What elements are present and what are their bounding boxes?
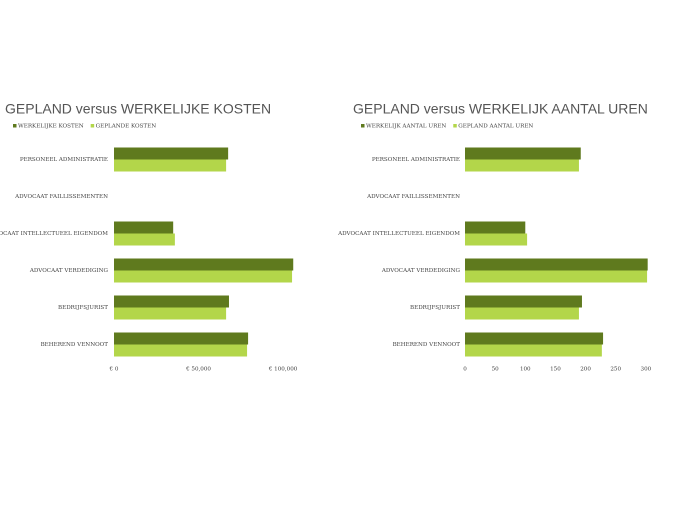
category-label: ADVOCAAT VERDEDIGING — [381, 268, 461, 274]
legend-swatch — [361, 124, 365, 128]
x-tick-label: 300 — [641, 367, 652, 373]
bar — [465, 332, 604, 345]
category-label: BEDRIJFSJURIST — [58, 305, 108, 311]
bar — [465, 147, 581, 160]
chart-title: GEPLAND versus WERKELIJK AANTAL UREN — [353, 101, 648, 117]
legend-label: WERKELIJKE KOSTEN — [18, 124, 84, 130]
category-label: PERSONEEL ADMINISTRATIE — [20, 157, 108, 163]
x-tick-label: 100 — [520, 367, 531, 373]
bar — [114, 159, 227, 172]
legend-swatch — [13, 124, 17, 128]
category-label: BEHEREND VENNOOT — [41, 342, 109, 348]
x-tick-label: 150 — [550, 367, 561, 373]
legend-swatch — [90, 124, 95, 128]
bar — [465, 295, 582, 308]
bar — [114, 258, 294, 271]
bar — [114, 295, 229, 308]
legend-swatch — [453, 124, 457, 128]
bar — [114, 344, 248, 357]
bar — [114, 307, 227, 320]
x-tick-label: 50 — [492, 367, 500, 373]
bar — [114, 233, 175, 246]
category-label: BEDRIJFSJURIST — [410, 305, 460, 311]
bar — [465, 233, 528, 246]
bar — [465, 344, 602, 357]
bar — [114, 270, 293, 283]
x-tick-label: 200 — [580, 367, 591, 373]
category-label: ADVOCAAT FAILLISSEMENTEN — [366, 194, 460, 200]
legend-label: WERKELIJK AANTAL UREN — [366, 124, 446, 130]
bar — [465, 307, 579, 320]
category-label: ADVOCAAT INTELLECTUEEL EIGENDOM — [337, 231, 460, 237]
x-tick-label: 250 — [610, 367, 621, 373]
x-tick-label: € 0 — [109, 367, 119, 373]
x-tick-label: € 50,000 — [185, 367, 211, 373]
bar — [114, 221, 174, 234]
legend-label: GEPLAND AANTAL UREN — [458, 124, 533, 130]
category-label: ADVOCAAT VERDEDIGING — [29, 268, 109, 274]
category-label: BEHEREND VENNOOT — [393, 342, 461, 348]
bar — [465, 221, 526, 234]
bar — [465, 270, 648, 283]
x-tick-label: 0 — [463, 367, 467, 373]
x-tick-label: € 100,000 — [268, 367, 298, 373]
category-label: ADVOCAAT INTELLECTUEEL EIGENDOM — [0, 231, 108, 237]
bar — [465, 159, 579, 172]
bar — [114, 147, 229, 160]
bar — [114, 332, 249, 345]
category-label: ADVOCAAT FAILLISSEMENTEN — [14, 194, 108, 200]
bar — [465, 258, 648, 271]
category-label: PERSONEEL ADMINISTRATIE — [372, 157, 460, 163]
legend-label: GEPLANDE KOSTEN — [96, 124, 157, 130]
chart-title: GEPLAND versus WERKELIJKE KOSTEN — [5, 101, 271, 117]
